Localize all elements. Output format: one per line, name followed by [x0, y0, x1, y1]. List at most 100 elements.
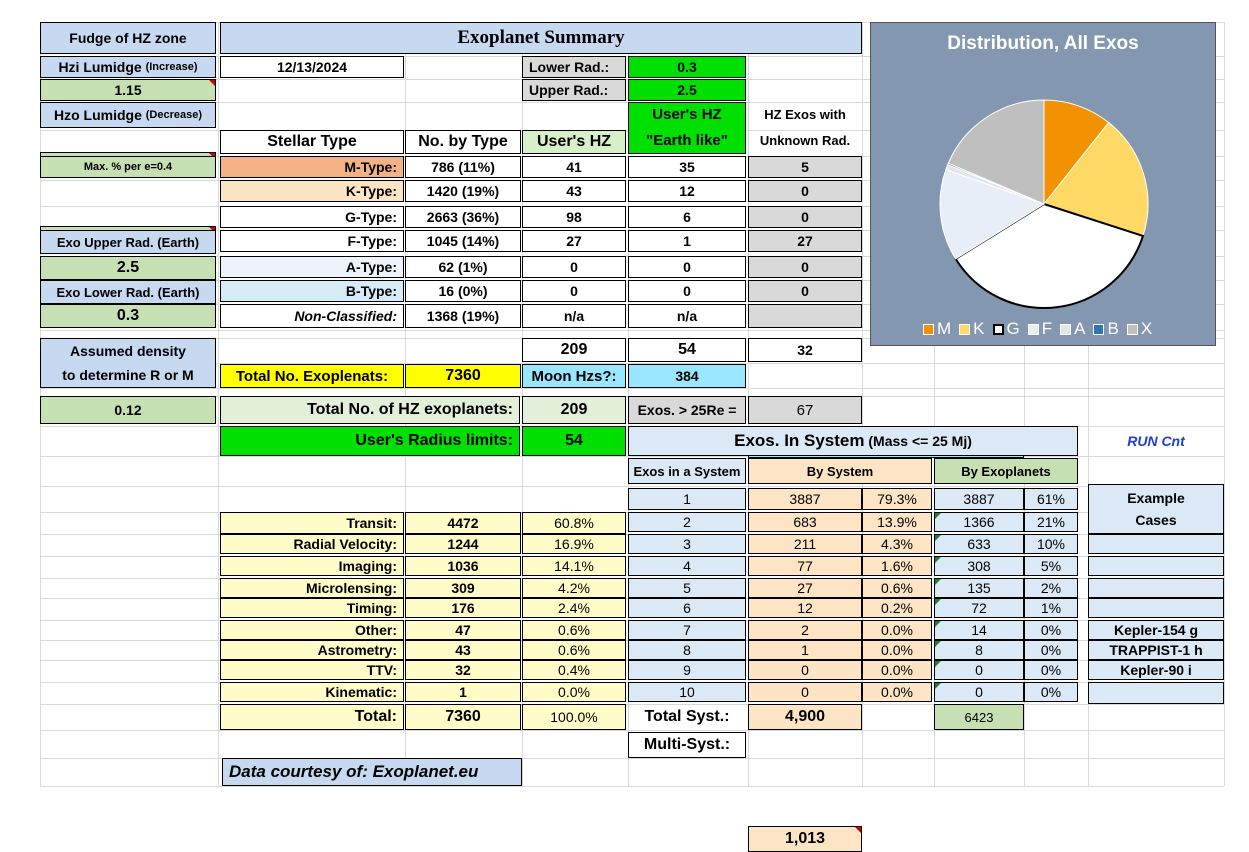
lower-rad-value[interactable]: 0.3: [628, 56, 746, 78]
sys-count-2[interactable]: 211: [748, 534, 862, 554]
method-total-count[interactable]: 7360: [405, 704, 521, 730]
method-pct-3[interactable]: 4.2%: [522, 578, 626, 598]
sys-count-5[interactable]: 12: [748, 598, 862, 618]
sys-n-4[interactable]: 5: [628, 578, 746, 598]
sys-count-3[interactable]: 77: [748, 556, 862, 576]
count-by-type-3[interactable]: 1045 (14%): [405, 230, 521, 252]
hzi-value[interactable]: 1.15: [40, 79, 216, 101]
sys-pct-5[interactable]: 0.2%: [862, 598, 932, 618]
earth-like-0[interactable]: 35: [628, 156, 746, 178]
exo-pct-0[interactable]: 61%: [1024, 488, 1078, 510]
total-earth-like[interactable]: 54: [628, 338, 746, 362]
sys-pct-4[interactable]: 0.6%: [862, 578, 932, 598]
method-pct-6[interactable]: 0.6%: [522, 640, 626, 660]
exo-pct-8[interactable]: 0%: [1024, 660, 1078, 680]
exo-count-0[interactable]: 3887: [934, 488, 1024, 510]
sys-pct-7[interactable]: 0.0%: [862, 640, 932, 660]
sys-count-6[interactable]: 2: [748, 620, 862, 640]
pie-slice-K[interactable]: [1043, 121, 1149, 237]
example-case-3[interactable]: [1088, 598, 1224, 618]
sys-n-6[interactable]: 7: [628, 620, 746, 640]
sys-n-1[interactable]: 2: [628, 512, 746, 532]
method-pct-0[interactable]: 60.8%: [522, 512, 626, 534]
exo-pct-7[interactable]: 0%: [1024, 640, 1078, 660]
method-pct-7[interactable]: 0.4%: [522, 660, 626, 680]
total-users-hz[interactable]: 209: [522, 338, 626, 362]
exo-lower-value[interactable]: 0.3: [40, 304, 216, 328]
radius-limits-value[interactable]: 54: [522, 426, 626, 456]
users-hz-6[interactable]: n/a: [522, 304, 626, 328]
sys-pct-0[interactable]: 79.3%: [862, 488, 932, 510]
sys-n-3[interactable]: 4: [628, 556, 746, 576]
method-count-3[interactable]: 309: [405, 578, 521, 598]
run-cnt-link[interactable]: RUN Cnt: [1127, 433, 1185, 449]
example-case-5[interactable]: TRAPPIST-1 h: [1088, 640, 1224, 660]
density-value[interactable]: 0.12: [40, 396, 216, 424]
hz-total-value[interactable]: 209: [522, 396, 626, 424]
multi-syst-value[interactable]: 1,013: [748, 826, 862, 852]
chart-panel[interactable]: Distribution, All Exos M K G F A B X: [870, 22, 1216, 346]
total-exo-value[interactable]: 6423: [934, 704, 1024, 730]
method-pct-2[interactable]: 14.1%: [522, 556, 626, 576]
gt25-value[interactable]: 67: [748, 396, 862, 424]
pie-slice-F[interactable]: [939, 169, 1046, 260]
unknown-rad-2[interactable]: 0: [748, 206, 862, 228]
example-case-4[interactable]: Kepler-154 g: [1088, 620, 1224, 640]
date-cell[interactable]: 12/13/2024: [220, 56, 404, 78]
total-syst-value[interactable]: 4,900: [748, 704, 862, 730]
exo-count-5[interactable]: 72: [934, 598, 1024, 618]
exo-pct-1[interactable]: 21%: [1024, 512, 1078, 532]
sys-n-0[interactable]: 1: [628, 488, 746, 510]
sys-count-9[interactable]: 0: [748, 682, 862, 702]
method-count-7[interactable]: 32: [405, 660, 521, 680]
moon-hz-value[interactable]: 384: [628, 364, 746, 388]
exo-count-3[interactable]: 308: [934, 556, 1024, 576]
count-by-type-1[interactable]: 1420 (19%): [405, 180, 521, 202]
exo-pct-2[interactable]: 10%: [1024, 534, 1078, 554]
earth-like-5[interactable]: 0: [628, 280, 746, 302]
sys-n-8[interactable]: 9: [628, 660, 746, 680]
earth-like-1[interactable]: 12: [628, 180, 746, 202]
exo-count-9[interactable]: 0: [934, 682, 1024, 702]
total-exoplanets-value[interactable]: 7360: [405, 364, 521, 388]
exo-pct-9[interactable]: 0%: [1024, 682, 1078, 702]
sys-pct-2[interactable]: 4.3%: [862, 534, 932, 554]
sys-n-7[interactable]: 8: [628, 640, 746, 660]
earth-like-3[interactable]: 1: [628, 230, 746, 252]
sys-n-5[interactable]: 6: [628, 598, 746, 618]
exo-count-1[interactable]: 1366: [934, 512, 1024, 532]
sys-count-4[interactable]: 27: [748, 578, 862, 598]
method-count-6[interactable]: 43: [405, 640, 521, 660]
exo-count-8[interactable]: 0: [934, 660, 1024, 680]
sys-n-2[interactable]: 3: [628, 534, 746, 554]
example-case-1[interactable]: [1088, 556, 1224, 576]
exo-count-7[interactable]: 8: [934, 640, 1024, 660]
users-hz-1[interactable]: 43: [522, 180, 626, 202]
method-count-5[interactable]: 47: [405, 620, 521, 640]
users-hz-2[interactable]: 98: [522, 206, 626, 228]
sys-pct-9[interactable]: 0.0%: [862, 682, 932, 702]
sys-n-9[interactable]: 10: [628, 682, 746, 702]
exo-upper-value[interactable]: 2.5: [40, 256, 216, 280]
method-count-4[interactable]: 176: [405, 598, 521, 618]
exo-count-6[interactable]: 14: [934, 620, 1024, 640]
earth-like-6[interactable]: n/a: [628, 304, 746, 328]
pie-slice-M[interactable]: [1043, 99, 1110, 206]
method-pct-1[interactable]: 16.9%: [522, 534, 626, 554]
count-by-type-6[interactable]: 1368 (19%): [405, 304, 521, 328]
total-unknown-rad[interactable]: 32: [748, 338, 862, 362]
sys-count-1[interactable]: 683: [748, 512, 862, 532]
example-case-6[interactable]: Kepler-90 i: [1088, 660, 1224, 680]
sys-count-8[interactable]: 0: [748, 660, 862, 680]
sys-count-7[interactable]: 1: [748, 640, 862, 660]
earth-like-4[interactable]: 0: [628, 256, 746, 278]
sys-pct-3[interactable]: 1.6%: [862, 556, 932, 576]
exo-pct-4[interactable]: 2%: [1024, 578, 1078, 598]
method-pct-8[interactable]: 0.0%: [522, 682, 626, 702]
method-count-0[interactable]: 4472: [405, 512, 521, 534]
exo-count-4[interactable]: 135: [934, 578, 1024, 598]
unknown-rad-3[interactable]: 27: [748, 230, 862, 252]
sys-pct-8[interactable]: 0.0%: [862, 660, 932, 680]
sys-pct-6[interactable]: 0.0%: [862, 620, 932, 640]
users-hz-0[interactable]: 41: [522, 156, 626, 178]
